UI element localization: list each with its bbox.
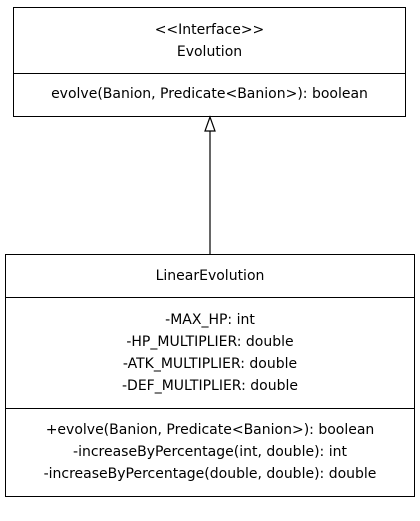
class-linearevolution-box: LinearEvolution -MAX_HP: int -HP_MULTIPL… (5, 254, 415, 497)
interface-evolution-box: <<Interface>> Evolution evolve(Banion, P… (13, 7, 406, 117)
interface-stereotype: <<Interface>> (154, 22, 265, 38)
method-increase-by-percentage-int: -increaseByPercentage(int, double): int (73, 444, 347, 460)
evolution-methods: evolve(Banion, Predicate<Banion>): boole… (14, 74, 405, 116)
attribute-hp-multiplier: -HP_MULTIPLIER: double (126, 334, 294, 350)
linearevolution-class-name: LinearEvolution (155, 268, 265, 284)
method-evolve: +evolve(Banion, Predicate<Banion>): bool… (45, 422, 375, 438)
attribute-def-multiplier: -DEF_MULTIPLIER: double (121, 378, 298, 394)
evolution-method: evolve(Banion, Predicate<Banion>): boole… (51, 86, 368, 102)
method-increase-by-percentage-double: -increaseByPercentage(double, double): d… (43, 466, 377, 482)
attribute-max-hp: -MAX_HP: int (165, 312, 255, 328)
linearevolution-methods: +evolve(Banion, Predicate<Banion>): bool… (6, 409, 414, 496)
evolution-class-name: Evolution (176, 44, 243, 60)
linearevolution-attributes: -MAX_HP: int -HP_MULTIPLIER: double -ATK… (6, 298, 414, 409)
hollow-arrowhead-icon (204, 115, 216, 132)
attribute-atk-multiplier: -ATK_MULTIPLIER: double (122, 356, 298, 372)
evolution-header: <<Interface>> Evolution (14, 8, 405, 74)
linearevolution-header: LinearEvolution (6, 255, 414, 298)
